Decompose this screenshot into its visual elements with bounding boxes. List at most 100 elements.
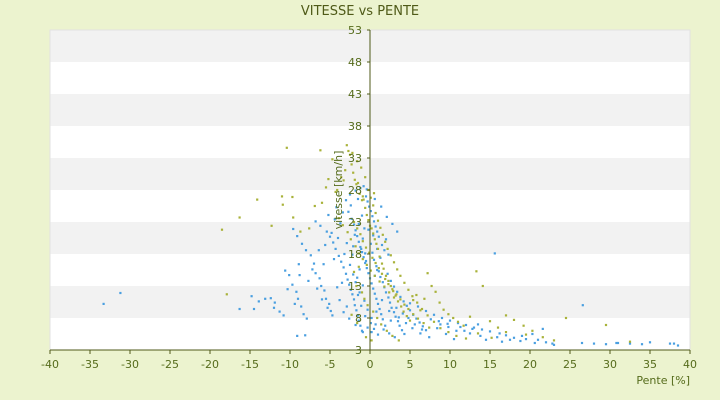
data-point-s1 bbox=[319, 224, 322, 227]
data-point-s1 bbox=[360, 304, 363, 307]
data-point-s2 bbox=[419, 309, 422, 312]
data-point-s1 bbox=[375, 310, 378, 313]
data-point-s2 bbox=[356, 160, 359, 163]
data-point-s1 bbox=[364, 261, 367, 265]
data-point-s2 bbox=[349, 238, 352, 241]
data-point-s1 bbox=[357, 319, 360, 322]
data-point-s1 bbox=[383, 249, 386, 252]
data-point-s1 bbox=[312, 262, 316, 265]
data-point-s1 bbox=[324, 297, 328, 300]
data-point-s2 bbox=[299, 230, 302, 233]
data-point-s1 bbox=[386, 272, 389, 275]
data-point-s2 bbox=[541, 336, 544, 339]
data-point-s1 bbox=[393, 336, 396, 339]
data-point-s1 bbox=[472, 326, 476, 329]
data-point-s2 bbox=[364, 336, 368, 339]
data-point-s1 bbox=[304, 249, 308, 252]
data-point-s1 bbox=[360, 214, 364, 217]
data-point-s1 bbox=[379, 256, 382, 259]
data-point-s2 bbox=[372, 232, 375, 235]
data-point-s1 bbox=[484, 338, 488, 341]
data-point-s1 bbox=[297, 263, 300, 266]
data-point-s1 bbox=[533, 341, 536, 345]
data-point-s1 bbox=[264, 297, 267, 300]
data-point-s1 bbox=[424, 329, 428, 332]
data-point-s2 bbox=[375, 242, 378, 245]
data-point-s2 bbox=[564, 316, 568, 320]
data-point-s2 bbox=[408, 319, 412, 322]
data-point-s1 bbox=[424, 309, 428, 313]
data-point-s2 bbox=[552, 339, 556, 342]
data-point-s2 bbox=[364, 176, 367, 179]
x-tick-label: 40 bbox=[683, 358, 697, 371]
data-point-s2 bbox=[348, 153, 352, 156]
data-point-s1 bbox=[379, 275, 382, 279]
data-point-s1 bbox=[524, 338, 528, 341]
data-point-s2 bbox=[531, 329, 534, 332]
data-point-s2 bbox=[366, 304, 369, 307]
data-point-s1 bbox=[371, 251, 374, 254]
data-point-s1 bbox=[361, 331, 364, 334]
data-point-s1 bbox=[396, 290, 399, 293]
data-point-s1 bbox=[439, 323, 442, 326]
data-point-s1 bbox=[332, 241, 335, 244]
data-point-s1 bbox=[317, 249, 320, 252]
data-point-s2 bbox=[373, 274, 376, 277]
data-point-s2 bbox=[378, 255, 381, 258]
data-point-s2 bbox=[411, 295, 414, 298]
data-point-s1 bbox=[384, 238, 388, 241]
data-point-s2 bbox=[291, 195, 294, 199]
data-point-s2 bbox=[396, 300, 400, 303]
data-point-s1 bbox=[327, 213, 330, 217]
data-point-s2 bbox=[392, 290, 395, 293]
data-point-s2 bbox=[382, 267, 385, 270]
data-point-s1 bbox=[316, 287, 319, 290]
data-point-s2 bbox=[350, 313, 353, 316]
data-point-s1 bbox=[367, 228, 370, 231]
data-point-s2 bbox=[361, 240, 364, 243]
data-point-s1 bbox=[370, 282, 373, 285]
data-point-s1 bbox=[615, 341, 618, 345]
data-point-s2 bbox=[344, 169, 347, 172]
data-point-s2 bbox=[357, 265, 360, 268]
data-point-s1 bbox=[350, 217, 353, 220]
data-point-s1 bbox=[396, 230, 399, 233]
data-point-s2 bbox=[340, 176, 343, 179]
data-point-s1 bbox=[320, 298, 324, 301]
data-point-s1 bbox=[365, 188, 368, 191]
data-point-s1 bbox=[359, 245, 362, 249]
data-point-s1 bbox=[314, 220, 317, 223]
data-point-s1 bbox=[370, 331, 373, 334]
data-point-s1 bbox=[291, 283, 294, 286]
data-point-s1 bbox=[628, 342, 632, 345]
data-point-s1 bbox=[391, 222, 394, 225]
data-point-s1 bbox=[392, 285, 396, 288]
data-point-s2 bbox=[385, 329, 388, 332]
data-point-s1 bbox=[432, 313, 436, 316]
data-point-s1 bbox=[447, 325, 450, 329]
data-point-s2 bbox=[356, 227, 359, 230]
x-tick-label: 35 bbox=[643, 358, 657, 371]
data-point-s2 bbox=[399, 298, 402, 301]
data-point-s1 bbox=[415, 317, 418, 320]
data-point-s2 bbox=[383, 285, 386, 288]
data-point-s2 bbox=[394, 294, 397, 297]
data-point-s1 bbox=[452, 338, 456, 341]
data-point-s1 bbox=[298, 274, 301, 277]
data-point-s1 bbox=[403, 332, 406, 336]
data-point-s1 bbox=[325, 230, 328, 233]
data-point-s2 bbox=[361, 195, 364, 198]
data-point-s1 bbox=[385, 215, 388, 218]
y-axis-title: vitesse [km/h] bbox=[332, 151, 345, 230]
data-point-s1 bbox=[337, 254, 340, 257]
y-tick-label: 28 bbox=[348, 184, 362, 197]
data-point-s1 bbox=[384, 324, 387, 327]
data-point-s1 bbox=[366, 326, 369, 329]
data-point-s1 bbox=[349, 204, 352, 207]
data-point-s1 bbox=[384, 291, 388, 294]
data-point-s2 bbox=[392, 261, 396, 264]
data-point-s1 bbox=[302, 313, 305, 316]
data-point-s1 bbox=[376, 333, 380, 336]
data-point-s1 bbox=[541, 327, 544, 330]
